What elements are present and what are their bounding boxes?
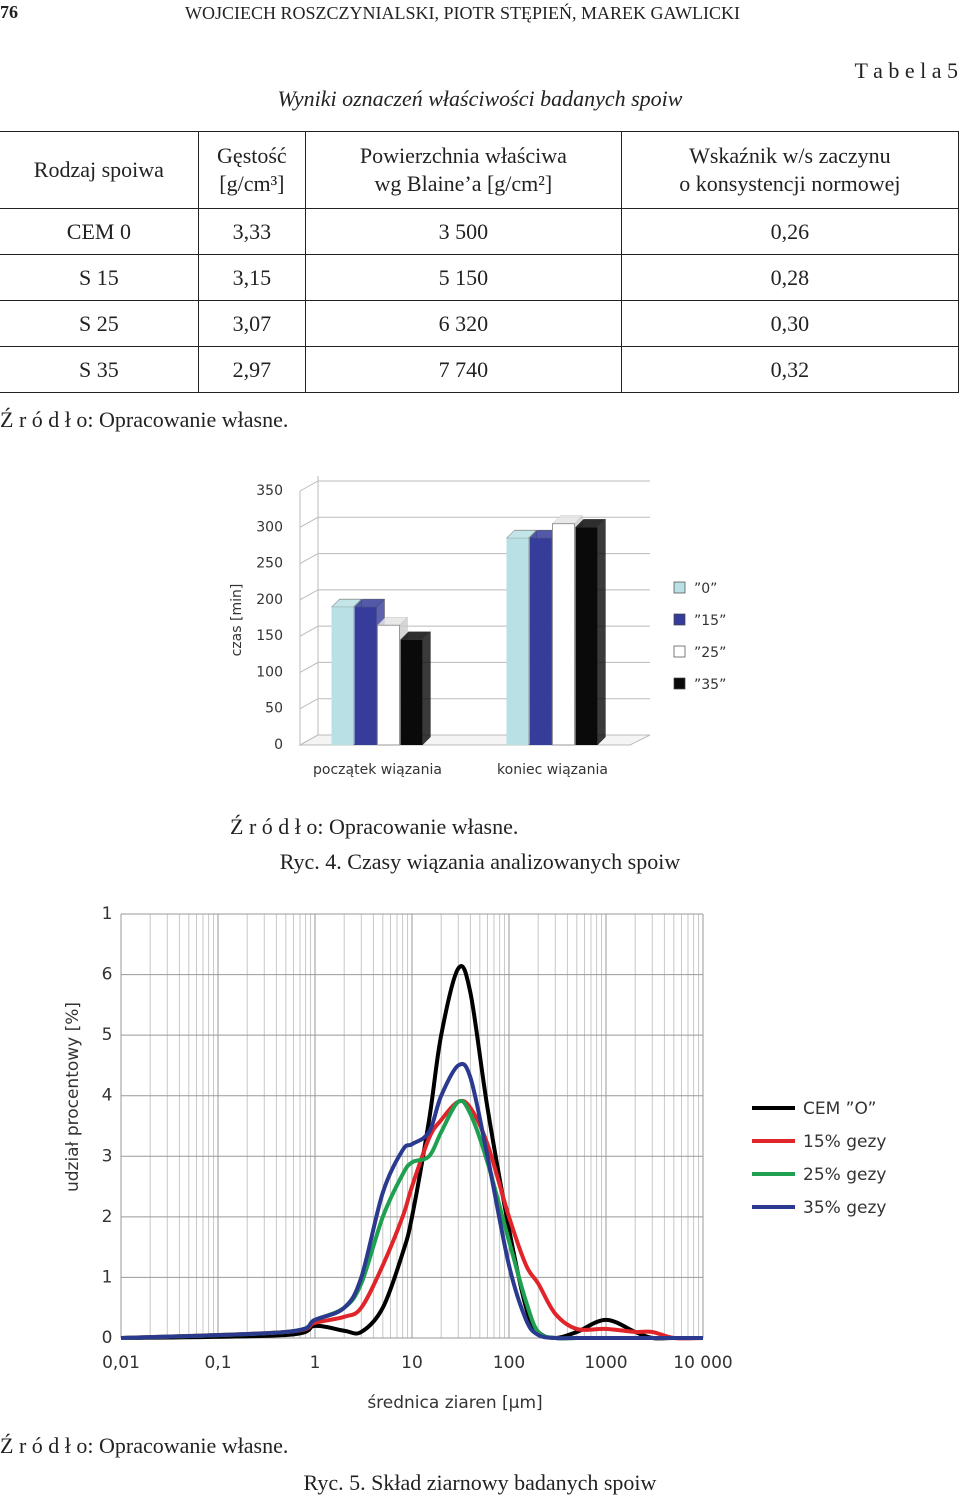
series-line: [120, 964, 703, 1341]
x-tick-label: 1000: [584, 1353, 627, 1373]
running-head: WOJCIECH ROSZCZYNIALSKI, PIOTR STĘPIEŃ, …: [185, 3, 741, 23]
bar: [354, 607, 377, 745]
header-text: wg Blaine’a [g/cm²]: [374, 171, 553, 196]
header-cell: Powierzchnia właściwa wg Blaine’a [g/cm²]: [304, 131, 622, 209]
legend-swatch: [673, 581, 686, 594]
legend-label: ”15”: [694, 613, 726, 629]
table-cell: 0,30: [620, 300, 960, 347]
header-text: [g/cm³]: [219, 171, 285, 196]
bar: [400, 639, 423, 745]
legend-swatch: [673, 645, 686, 658]
bar: [331, 607, 354, 745]
table-cell: 7 740: [304, 346, 622, 393]
page-number: 76: [0, 2, 18, 22]
bar: [506, 538, 529, 745]
y-tick-label: 1: [102, 1267, 113, 1287]
table-label: T a b e l a 5: [854, 58, 958, 83]
y-tick-label: 0: [102, 1328, 113, 1348]
y-tick-label: 4: [102, 1086, 113, 1106]
y-tick-label: 1: [102, 904, 113, 924]
table-row: S 15 3,15 5 150 0,28: [0, 254, 960, 301]
y-tick-label: 250: [256, 556, 283, 572]
table-cell: 0,26: [620, 208, 960, 255]
table-cell: 3,33: [197, 208, 306, 255]
legend-swatch: [673, 613, 686, 626]
table-cell: S 35: [0, 346, 199, 393]
legend-label: 25% gezy: [803, 1165, 886, 1185]
table-row: CEM 0 3,33 3 500 0,26: [0, 208, 960, 255]
y-tick-label: 6: [102, 965, 113, 985]
table-cell: 5 150: [304, 254, 622, 301]
x-axis-label: średnica ziaren [µm]: [367, 1393, 542, 1413]
bar: [377, 624, 400, 746]
bar: [529, 538, 552, 745]
bar: [552, 523, 575, 746]
legend-label: ”25”: [694, 645, 726, 661]
series-line: [120, 1061, 703, 1341]
x-tick-label: 1: [310, 1353, 321, 1373]
table-cell: 0,32: [620, 346, 960, 393]
legend-label: 15% gezy: [803, 1132, 886, 1152]
x-tick-label: 0,01: [102, 1353, 140, 1373]
y-axis-label: udział procentowy [%]: [63, 1002, 83, 1192]
y-tick-label: 200: [256, 592, 283, 608]
source: Ź r ó d ł o: Opracowanie własne.: [0, 407, 289, 432]
table-cell: 6 320: [304, 300, 622, 347]
x-tick-label: koniec wiązania: [497, 762, 608, 778]
table-title: Wyniki oznaczeń właściwości badanych spo…: [277, 86, 683, 111]
legend-label: ”0”: [694, 581, 717, 597]
table-row: S 25 3,07 6 320 0,30: [0, 300, 960, 347]
figure-caption: Ryc. 5. Skład ziarnowy badanych spoiw: [303, 1470, 657, 1495]
x-tick-label: początek wiązania: [313, 762, 442, 778]
x-tick-label: 10: [401, 1353, 423, 1373]
x-tick-label: 10 000: [673, 1353, 732, 1373]
y-tick-label: 100: [256, 664, 283, 680]
y-tick-label: 300: [256, 519, 283, 535]
table-cell: S 25: [0, 300, 199, 347]
y-tick-label: 50: [265, 701, 283, 717]
y-axis-label: czas [min]: [229, 584, 245, 657]
table-cell: 0,28: [620, 254, 960, 301]
bar: [575, 527, 598, 745]
header-text: Powierzchnia właściwa: [359, 143, 567, 168]
legend-label: 35% gezy: [803, 1198, 886, 1218]
grid-line: [299, 480, 650, 492]
table-cell: 3 500: [304, 208, 622, 255]
y-tick-label: 5: [102, 1025, 113, 1045]
source: Ź r ó d ł o: Opracowanie własne.: [230, 814, 519, 839]
header-text: Wskaźnik w/s zaczynu: [689, 143, 891, 168]
header-text: o konsystencji normowej: [679, 171, 901, 196]
y-tick-label: 150: [256, 628, 283, 644]
y-tick-label: 350: [256, 483, 283, 499]
y-tick-label: 3: [102, 1146, 113, 1166]
header-text: Gęstość: [217, 143, 287, 168]
series-line: [120, 1098, 704, 1341]
table-cell: 3,07: [197, 300, 306, 347]
header-cell: Gęstość [g/cm³]: [197, 131, 306, 209]
source: Ź r ó d ł o: Opracowanie własne.: [0, 1433, 289, 1458]
table-cell: CEM 0: [0, 208, 199, 255]
legend-label: ”35”: [694, 677, 726, 693]
legend-swatch: [673, 677, 686, 690]
figure-caption: Ryc. 4. Czasy wiązania analizowanych spo…: [279, 849, 681, 874]
x-tick-label: 0,1: [204, 1353, 231, 1373]
y-tick-label: 2: [102, 1207, 113, 1227]
table: Rodzaj spoiwa Gęstość [g/cm³] Powierzchnia …: [0, 131, 960, 393]
table-row: S 35 2,97 7 740 0,32: [0, 346, 960, 393]
y-tick-label: 0: [274, 737, 283, 753]
x-tick-label: 100: [493, 1353, 525, 1373]
grid-line: [299, 516, 650, 528]
header-text: Rodzaj spoiwa: [33, 157, 164, 182]
table-cell: 2,97: [197, 346, 306, 393]
legend-label: CEM ”O”: [803, 1099, 876, 1119]
